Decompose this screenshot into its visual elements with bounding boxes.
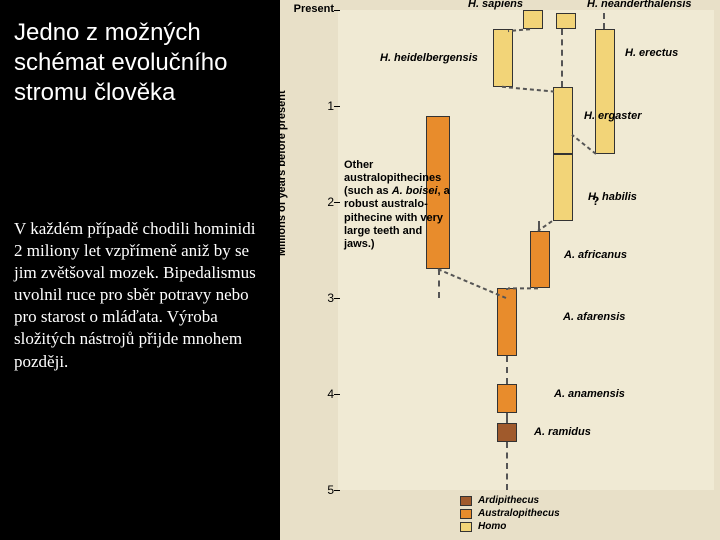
- y-tick-label: 1: [318, 99, 334, 113]
- lineage-connector: [506, 288, 508, 290]
- annotation-other-australopithecines: Other australopithecines (such as A. boi…: [344, 159, 452, 251]
- species-label: A. ramidus: [534, 426, 591, 438]
- species-label: H. heidelbergensis: [380, 52, 478, 64]
- lineage-connector: [561, 29, 563, 87]
- legend-label: Ardipithecus: [478, 495, 539, 506]
- legend-swatch: [460, 509, 472, 519]
- lineage-connector: [603, 13, 605, 29]
- lineage-connector: [438, 269, 440, 298]
- species-label: H. neanderthalensis: [587, 0, 692, 10]
- species-label: H. sapiens: [468, 0, 523, 10]
- taxon-block-afarensis: [497, 288, 517, 355]
- legend: Ardipithecus Australopithecus Homo: [460, 495, 560, 534]
- y-tick-label: 4: [318, 387, 334, 401]
- y-tick: [334, 10, 340, 11]
- taxon-block-ergaster: [553, 87, 573, 154]
- legend-swatch: [460, 496, 472, 506]
- left-panel: Jedno z možných schémat evolučního strom…: [0, 0, 280, 540]
- lineage-connector: [506, 442, 508, 490]
- taxon-block-sapiens: [523, 10, 543, 29]
- taxon-block-africanus: [530, 231, 550, 289]
- taxon-block-ramidus: [497, 423, 517, 442]
- species-label: H. ergaster: [584, 110, 641, 122]
- y-tick-label: 2: [318, 195, 334, 209]
- taxon-block-heidelberg: [493, 29, 513, 87]
- species-label: A. africanus: [564, 249, 627, 261]
- legend-row: Ardipithecus: [460, 495, 560, 506]
- legend-label: Homo: [478, 521, 506, 532]
- y-tick-label: 5: [318, 483, 334, 497]
- taxon-block-erectus: [595, 29, 615, 154]
- lineage-connector: [506, 413, 508, 423]
- species-label: A. anamensis: [554, 388, 625, 400]
- species-label: H. erectus: [625, 47, 678, 59]
- y-tick: [334, 106, 340, 107]
- lineage-connector: [506, 356, 508, 385]
- lineage-connector: [538, 221, 540, 231]
- legend-label: Australopithecus: [478, 508, 560, 519]
- taxon-block-neanderthal: [556, 13, 576, 29]
- y-tick-label: Present: [280, 3, 334, 15]
- heading: Jedno z možných schémat evolučního strom…: [14, 18, 266, 108]
- y-axis-label: Millions of years before present: [276, 90, 288, 256]
- question-mark: ?: [592, 194, 599, 208]
- legend-row: Homo: [460, 521, 560, 532]
- taxon-block-anamensis: [497, 384, 517, 413]
- taxon-block-habilis: [553, 154, 573, 221]
- paragraph: V každém případě chodili hominidi 2 mili…: [14, 218, 266, 373]
- evolution-chart: Millions of years before present Ardipit…: [280, 0, 720, 540]
- legend-row: Australopithecus: [460, 508, 560, 519]
- species-label: A. afarensis: [563, 311, 625, 323]
- y-tick: [334, 490, 340, 491]
- y-tick-label: 3: [318, 291, 334, 305]
- y-tick: [334, 298, 340, 299]
- y-tick: [334, 202, 340, 203]
- y-tick: [334, 394, 340, 395]
- legend-swatch: [460, 522, 472, 532]
